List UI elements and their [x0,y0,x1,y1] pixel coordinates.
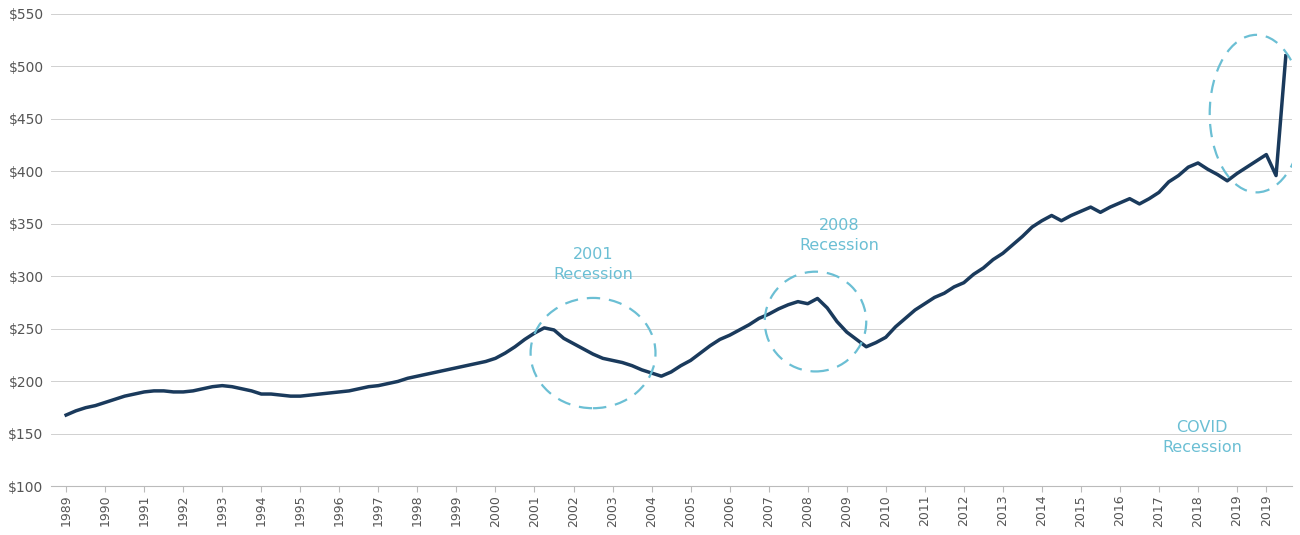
Text: 2001
Recession: 2001 Recession [552,247,633,281]
Text: 2008
Recession: 2008 Recession [800,218,879,253]
Text: COVID
Recession: COVID Recession [1162,420,1242,455]
